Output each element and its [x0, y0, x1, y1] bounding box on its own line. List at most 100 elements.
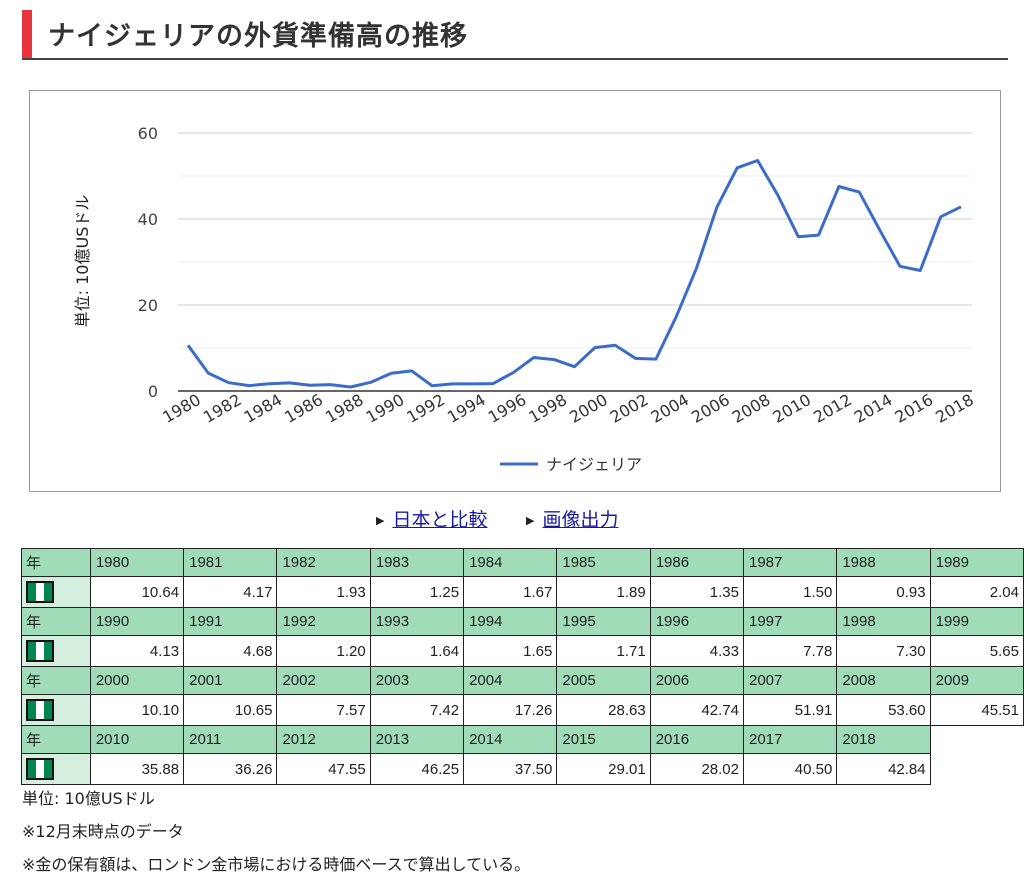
x-tick-label: 1998: [525, 390, 570, 427]
value-cell: 37.50: [463, 753, 558, 785]
year-cell: 1983: [369, 548, 465, 577]
nigeria-flag-icon: [26, 699, 54, 721]
value-cell: 1.25: [369, 576, 465, 608]
year-cell: 1988: [836, 548, 931, 577]
year-cell: 1994: [463, 607, 558, 636]
flag-cell: [21, 576, 91, 608]
year-cell: 2018: [836, 725, 931, 754]
year-cell: 2015: [556, 725, 651, 754]
value-row: 4.13 4.68 1.20 1.64 1.65 1.71 4.33 7.78 7.30 5.65: [21, 635, 1024, 667]
x-tick-label: 2002: [607, 390, 652, 427]
x-tick-label: 2012: [810, 390, 855, 427]
value-cell: 46.25: [369, 753, 465, 785]
year-cell: 2011: [183, 725, 278, 754]
flag-stripe: [28, 701, 36, 719]
flag-stripe: [35, 583, 44, 601]
year-cell: 1992: [276, 607, 371, 636]
y-tick-label: 40: [138, 210, 158, 229]
value-cell: 1.71: [556, 635, 651, 667]
value-cell: 28.63: [556, 694, 651, 726]
year-cell: 2006: [649, 666, 745, 695]
year-cell: 1989: [929, 548, 1024, 577]
line-chart: 0204060198019821984198619881990199219941…: [73, 124, 977, 474]
year-cell: 2001: [183, 666, 278, 695]
notes: 単位: 10億USドル ※12月末時点のデータ ※金の保有額は、ロンドン金市場に…: [22, 785, 530, 884]
value-cell: 47.55: [276, 753, 371, 785]
nigeria-flag-icon: [26, 581, 54, 603]
action-links: ▶ 日本と比較 ▶ 画像出力: [0, 505, 1024, 535]
value-cell: 29.01: [556, 753, 651, 785]
year-cell: 1996: [649, 607, 745, 636]
value-cell: 10.64: [89, 576, 185, 608]
value-cell: 42.84: [836, 753, 931, 785]
value-cell: 0.93: [836, 576, 931, 608]
year-row: 年 2010 2011 2012 2013 2014 2015 2016 2017 2018: [21, 725, 1024, 754]
year-cell: 2008: [836, 666, 931, 695]
value-cell: 1.20: [276, 635, 371, 667]
value-row: 10.64 4.17 1.93 1.25 1.67 1.89 1.35 1.50 0.93 2.0…: [21, 576, 1024, 608]
data-table: 年 1980 1981 1982 1983 1984 1985 1986 1987 1988 198…: [21, 548, 1024, 785]
x-tick-label: 1984: [241, 390, 286, 427]
value-cell: 35.88: [89, 753, 185, 785]
x-tick-label: 1988: [322, 390, 367, 427]
flag-cell: [21, 694, 91, 726]
value-cell: 53.60: [836, 694, 931, 726]
value-cell: 36.26: [183, 753, 278, 785]
value-row: 10.10 10.65 7.57 7.42 17.26 28.63 42.74 51.91 53…: [21, 694, 1024, 726]
value-cell: 1.65: [463, 635, 558, 667]
legend-label: ナイジェリア: [546, 455, 642, 474]
note-gold: ※金の保有額は、ロンドン金市場における時価ベースで算出している。: [22, 855, 531, 874]
year-cell: 2000: [89, 666, 185, 695]
year-cell: 2012: [276, 725, 371, 754]
y-tick-label: 0: [148, 382, 158, 401]
year-cell: 1981: [183, 548, 278, 577]
year-row: 年 1990 1991 1992 1993 1994 1995 1996 1997 1998 199…: [21, 607, 1024, 636]
x-tick-label: 2016: [892, 390, 937, 427]
x-tick-label: 1980: [159, 390, 204, 427]
value-cell: 4.13: [89, 635, 185, 667]
year-cell: 2013: [369, 725, 465, 754]
value-cell: 7.57: [276, 694, 371, 726]
year-row: 年 2000 2001 2002 2003 2004 2005 2006 2007 2008 200…: [21, 666, 1024, 695]
empty-cell: [930, 754, 1023, 785]
value-cell: 1.93: [276, 576, 371, 608]
value-cell: 1.67: [463, 576, 558, 608]
x-tick-label: 2000: [566, 390, 611, 427]
export-image-link[interactable]: ▶ 画像出力: [526, 505, 618, 532]
series-line: [186, 159, 962, 389]
year-cell: 1998: [836, 607, 931, 636]
value-cell: 45.51: [929, 694, 1024, 726]
x-tick-label: 2014: [851, 390, 896, 427]
value-cell: 4.68: [183, 635, 278, 667]
x-tick-label: 2004: [647, 390, 692, 427]
y-tick-label: 60: [138, 124, 158, 143]
year-cell: 1986: [649, 548, 745, 577]
flag-stripe: [43, 642, 52, 660]
value-cell: 42.74: [649, 694, 745, 726]
value-cell: 40.50: [742, 753, 838, 785]
x-tick-label: 1986: [281, 390, 326, 427]
page-header: ナイジェリアの外貨準備高の推移: [22, 10, 1008, 60]
arrow-right-icon: ▶: [526, 514, 535, 527]
x-tick-label: 1990: [363, 390, 408, 427]
compare-japan-label: 日本と比較: [392, 509, 488, 531]
year-cell: 1984: [463, 548, 558, 577]
y-axis-label: 単位: 10億USドル: [73, 195, 92, 328]
flag-stripe: [35, 701, 44, 719]
value-cell: 10.65: [183, 694, 278, 726]
year-cell: 2010: [89, 725, 185, 754]
value-cell: 1.64: [369, 635, 465, 667]
note-month-end: ※12月末時点のデータ: [22, 822, 184, 841]
value-cell: 1.50: [742, 576, 838, 608]
flag-stripe: [28, 760, 36, 778]
year-cell: 1987: [742, 548, 838, 577]
value-cell: 17.26: [463, 694, 558, 726]
nigeria-flag-icon: [26, 640, 54, 662]
year-cell: 2017: [742, 725, 838, 754]
year-cell: 2005: [556, 666, 651, 695]
compare-japan-link[interactable]: ▶ 日本と比較: [376, 505, 487, 532]
value-cell: 28.02: [649, 753, 745, 785]
value-cell: 10.10: [89, 694, 185, 726]
year-cell: 2009: [929, 666, 1024, 695]
flag-stripe: [28, 583, 36, 601]
